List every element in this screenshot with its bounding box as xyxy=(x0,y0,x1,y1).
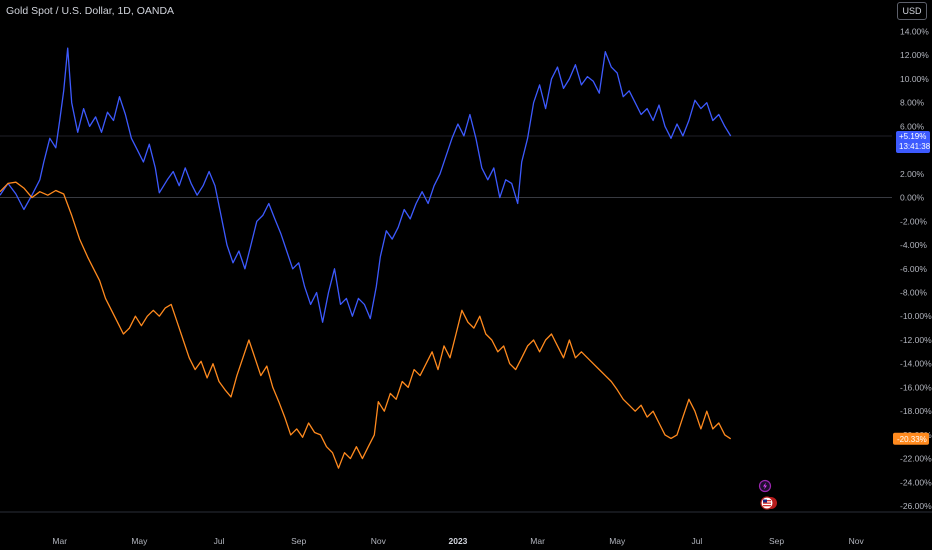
y-tick-label: -26.00% xyxy=(900,501,932,511)
y-tick-label: -16.00% xyxy=(900,382,932,392)
y-tick-label: 2.00% xyxy=(900,169,925,179)
y-tick-label: 12.00% xyxy=(900,50,929,60)
y-tick-label: -2.00% xyxy=(900,216,927,226)
y-tick-label: -22.00% xyxy=(900,454,932,464)
series-line-1 xyxy=(0,47,732,323)
y-tick-label: -12.00% xyxy=(900,335,932,345)
us-flag-icon[interactable] xyxy=(760,496,777,510)
baselines xyxy=(0,135,932,513)
x-tick-label: Jul xyxy=(214,536,225,546)
x-tick-label: Mar xyxy=(530,536,545,546)
y-tick-label: -10.00% xyxy=(900,311,932,321)
x-tick-label: May xyxy=(609,536,626,546)
x-tick-label: Mar xyxy=(52,536,67,546)
blue-price-badge xyxy=(896,131,930,154)
x-tick-label: Sep xyxy=(769,536,784,546)
x-tick-label: Sep xyxy=(291,536,306,546)
y-tick-label: 10.00% xyxy=(900,74,929,84)
y-tick-label: 6.00% xyxy=(900,121,925,131)
x-tick-label: Nov xyxy=(849,536,865,546)
y-tick-label: 14.00% xyxy=(900,26,929,36)
y-tick-label: 8.00% xyxy=(900,98,925,108)
x-axis: Mar May Jul Sep Nov 2023 Mar May Jul Sep Nov xyxy=(52,536,864,546)
y-tick-label: -8.00% xyxy=(900,288,927,298)
price-badges: +5.19%13:41:38 -20.33% xyxy=(893,131,931,445)
chart-title: Gold Spot / U.S. Dollar, 1D, OANDA xyxy=(6,5,175,17)
x-tick-label: Nov xyxy=(371,536,387,546)
series-line-2 xyxy=(0,181,732,469)
lightning-icon[interactable] xyxy=(758,479,772,493)
y-tick-label: -18.00% xyxy=(900,406,932,416)
currency-button[interactable]: USD xyxy=(897,2,927,20)
y-axis: 14.00%12.00%10.00%8.00%6.00%4.00%2.00%0.… xyxy=(900,26,932,511)
blue-badge-value: +5.19% xyxy=(899,132,926,141)
x-tick-label: May xyxy=(131,536,148,546)
y-tick-label: -4.00% xyxy=(900,240,927,250)
orange-badge-value: -20.33% xyxy=(897,435,927,444)
blue-badge-time: 13:41:38 xyxy=(899,142,931,151)
x-tick-label: Jul xyxy=(691,536,702,546)
y-tick-label: -6.00% xyxy=(900,264,927,274)
y-tick-label: -24.00% xyxy=(900,477,932,487)
orange-price-badge xyxy=(893,432,929,445)
series-lines xyxy=(0,47,732,469)
y-tick-label: -14.00% xyxy=(900,359,932,369)
x-tick-label: 2023 xyxy=(448,536,467,546)
y-tick-label: 0.00% xyxy=(900,193,925,203)
